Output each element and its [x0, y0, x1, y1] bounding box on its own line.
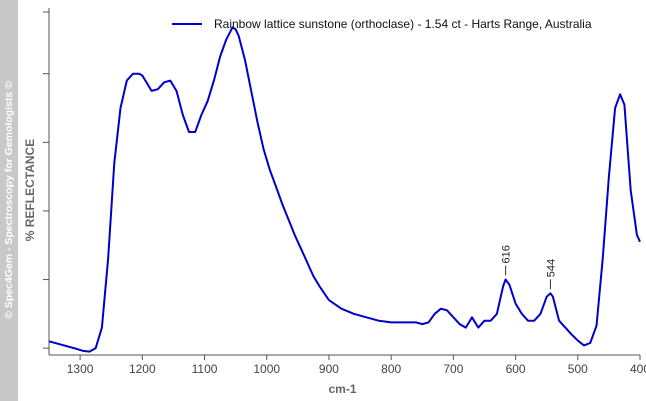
x-tick-label: 800: [381, 362, 401, 376]
y-ticks: [43, 11, 49, 349]
x-tick-label: 400: [630, 362, 646, 376]
x-tick-label: 700: [443, 362, 463, 376]
watermark-strip: © Spec4Gem - Spectroscopy for Gemologist…: [0, 0, 18, 401]
x-tick-label: 600: [506, 362, 526, 376]
x-ticks: 1300 1200 1100 1000 900 800 700 600 500 400: [67, 355, 646, 376]
peak-annotations: 616 544: [501, 245, 557, 290]
series-line-reflectance: [48, 26, 641, 353]
x-tick-label: 1200: [129, 362, 156, 376]
y-axis-title: % REFLECTANCE: [23, 139, 37, 241]
annotation-label: 616: [501, 245, 513, 263]
x-tick-label: 500: [568, 362, 588, 376]
x-tick-label: 1300: [67, 362, 94, 376]
annotation-label: 544: [545, 259, 557, 277]
x-axis-title: cm-1: [328, 382, 356, 396]
x-tick-label: 1100: [192, 362, 218, 376]
x-tick-label: 1000: [253, 362, 280, 376]
legend-label: Rainbow lattice sunstone (orthoclase) - …: [214, 17, 592, 31]
legend: Rainbow lattice sunstone (orthoclase) - …: [172, 17, 592, 31]
x-tick-label: 900: [319, 362, 339, 376]
